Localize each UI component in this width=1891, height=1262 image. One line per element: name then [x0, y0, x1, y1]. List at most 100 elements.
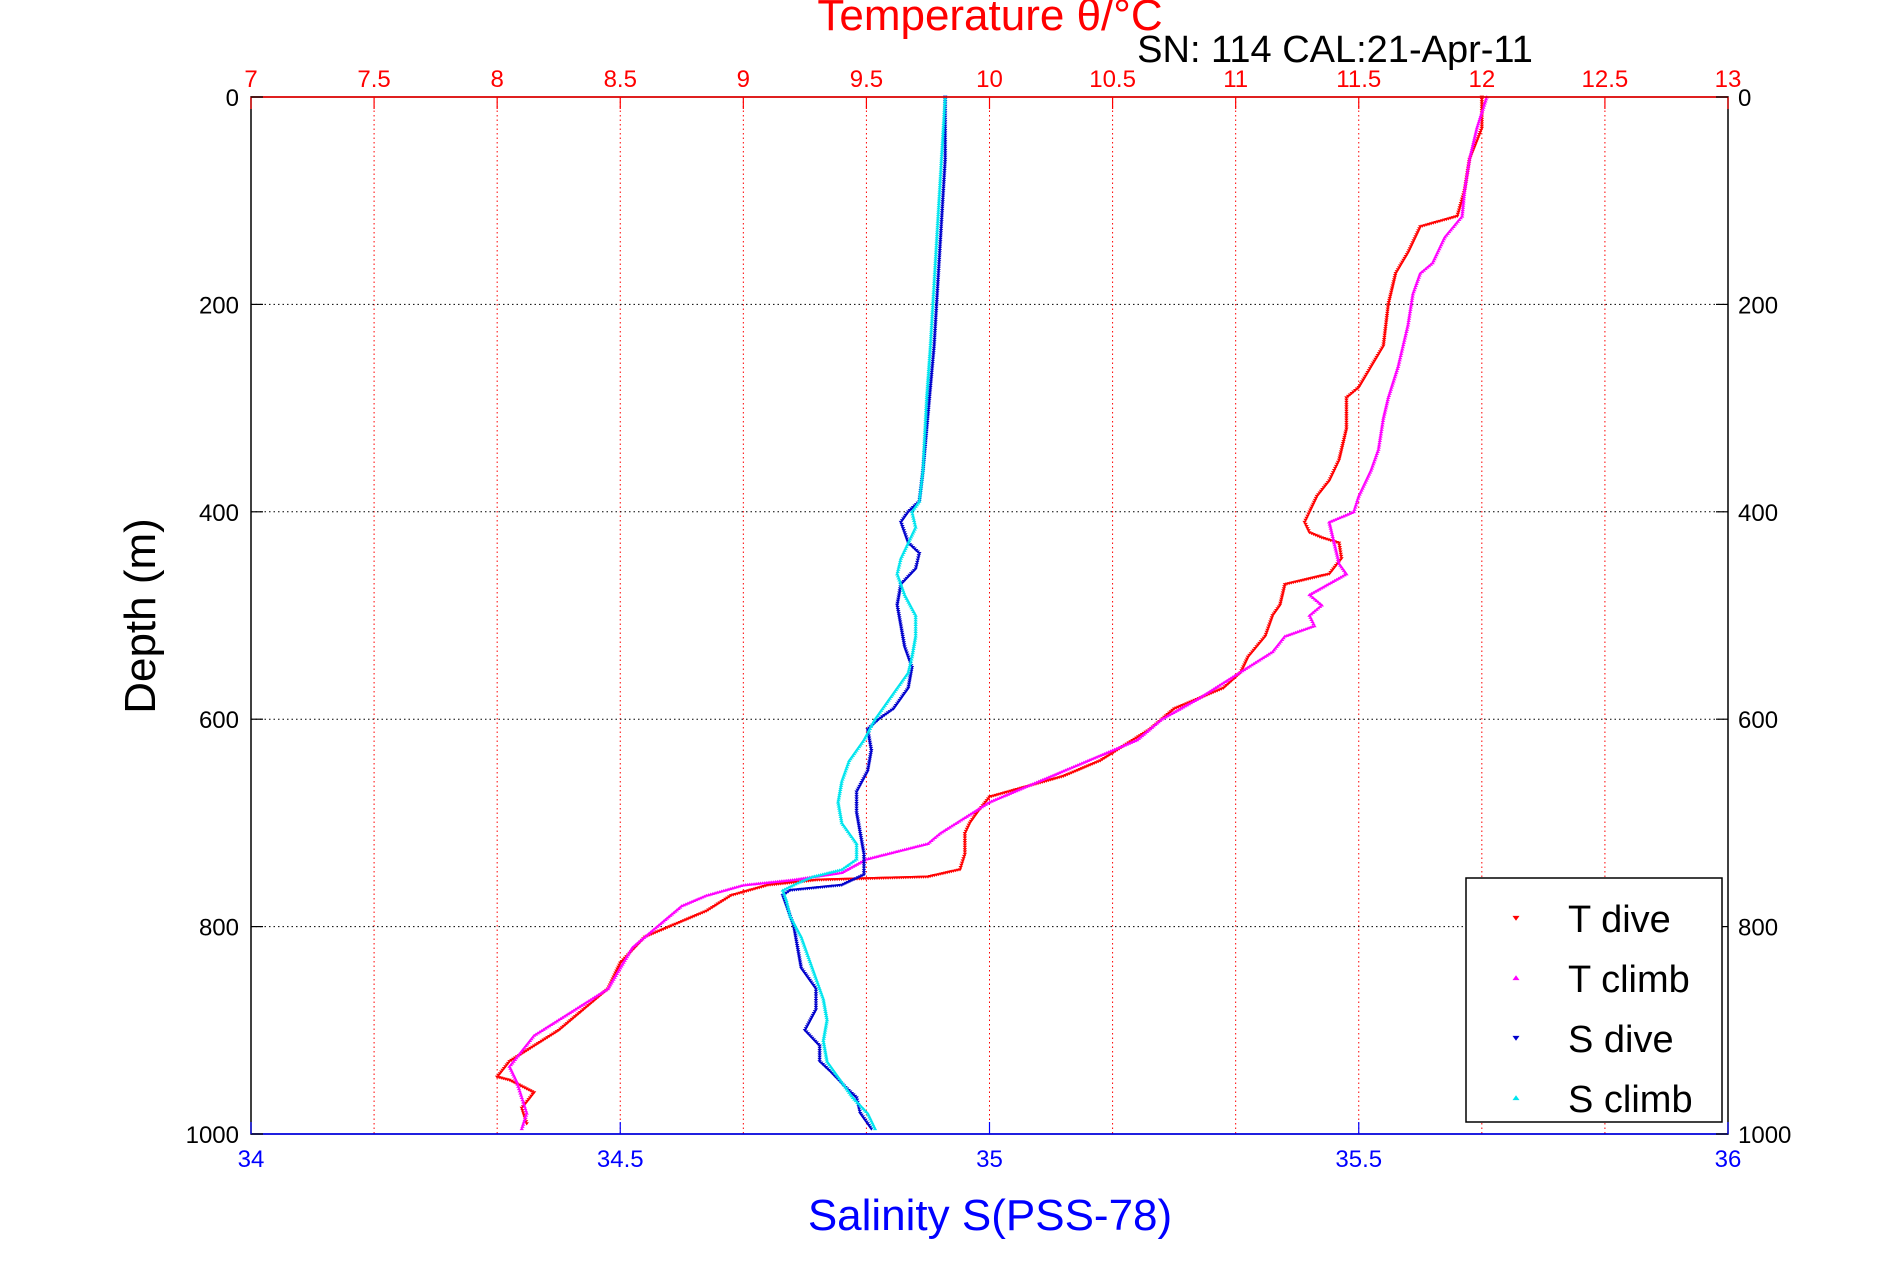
data-point	[929, 326, 934, 330]
data-point	[1317, 535, 1322, 539]
data-point	[942, 133, 948, 137]
data-point	[1312, 597, 1317, 601]
data-point	[1404, 329, 1409, 334]
top-tick-label: 12.5	[1582, 66, 1629, 93]
data-point	[942, 155, 948, 159]
data-point	[1410, 296, 1415, 300]
data-point	[901, 641, 907, 645]
data-point	[1476, 120, 1482, 124]
data-point	[961, 857, 966, 861]
data-point	[925, 380, 931, 384]
data-point	[942, 142, 948, 146]
data-point	[1075, 768, 1080, 772]
data-point	[1376, 445, 1381, 449]
data-point	[801, 941, 806, 945]
data-point	[1415, 277, 1421, 281]
data-point	[917, 495, 923, 499]
data-point	[1383, 327, 1388, 331]
data-point	[968, 819, 974, 823]
data-point	[845, 763, 850, 767]
data-point	[808, 1017, 814, 1021]
data-point	[1421, 268, 1427, 272]
data-point	[1176, 705, 1181, 709]
data-point	[1340, 444, 1345, 448]
data-point	[900, 524, 905, 529]
data-point	[920, 475, 925, 479]
data-point	[899, 522, 904, 527]
y-axis-label: Depth (m)	[116, 518, 165, 714]
data-point	[930, 297, 936, 301]
data-point	[909, 510, 915, 514]
data-point	[1336, 559, 1341, 563]
data-point	[1305, 514, 1310, 518]
data-point	[924, 389, 930, 393]
data-point	[966, 823, 972, 827]
data-point	[1282, 585, 1287, 589]
data-point	[1313, 533, 1318, 537]
data-point	[1067, 772, 1072, 776]
data-point	[1281, 589, 1286, 593]
data-point	[909, 657, 914, 661]
data-point	[1263, 632, 1269, 636]
data-point	[923, 417, 928, 421]
data-point	[1267, 622, 1272, 626]
data-point	[1278, 599, 1284, 603]
data-point	[934, 293, 940, 297]
data-point	[934, 235, 940, 239]
data-point	[935, 221, 940, 225]
data-point	[1344, 418, 1349, 422]
data-point	[930, 359, 935, 363]
data-point	[1461, 199, 1466, 203]
data-point	[1381, 342, 1386, 346]
data-point	[1243, 659, 1249, 663]
data-point	[1302, 520, 1307, 524]
data-point	[1337, 548, 1343, 552]
data-point	[1400, 347, 1405, 351]
data-point	[939, 150, 945, 154]
data-point	[1307, 531, 1312, 535]
data-point	[928, 337, 934, 341]
data-point	[899, 695, 905, 699]
data-point	[1395, 364, 1401, 368]
data-point	[805, 1023, 811, 1027]
data-point	[837, 794, 842, 798]
data-point	[942, 166, 947, 170]
data-point	[854, 797, 859, 801]
data-point	[1376, 447, 1381, 451]
data-point	[941, 128, 946, 132]
data-point	[1378, 432, 1384, 436]
data-point	[941, 115, 947, 119]
data-point	[933, 317, 938, 321]
data-point	[1374, 451, 1380, 456]
data-point	[1479, 109, 1485, 113]
data-point	[812, 972, 817, 976]
data-point	[1389, 288, 1394, 292]
data-point	[865, 767, 871, 771]
data-point	[1210, 691, 1216, 695]
data-point	[1344, 398, 1349, 402]
data-point	[808, 1035, 813, 1039]
data-point	[1381, 338, 1387, 342]
data-point	[1276, 605, 1281, 609]
data-point	[845, 863, 850, 867]
data-point	[866, 761, 872, 765]
data-point	[794, 943, 800, 948]
data-point	[913, 629, 918, 633]
data-point	[1381, 344, 1386, 348]
data-point	[1396, 362, 1401, 366]
data-point	[1392, 274, 1398, 278]
data-point	[1247, 653, 1252, 658]
data-point	[1063, 774, 1068, 778]
data-point	[1333, 547, 1338, 551]
data-point	[1389, 290, 1394, 294]
data-point	[654, 930, 660, 934]
data-point	[1464, 173, 1470, 177]
data-point	[1377, 441, 1382, 445]
left-tick-label: 600	[199, 707, 239, 734]
data-point	[932, 268, 938, 272]
legend-marker	[1512, 975, 1520, 981]
data-point	[861, 850, 866, 854]
data-point	[1385, 398, 1390, 402]
data-point	[901, 517, 906, 521]
data-point	[799, 937, 805, 941]
